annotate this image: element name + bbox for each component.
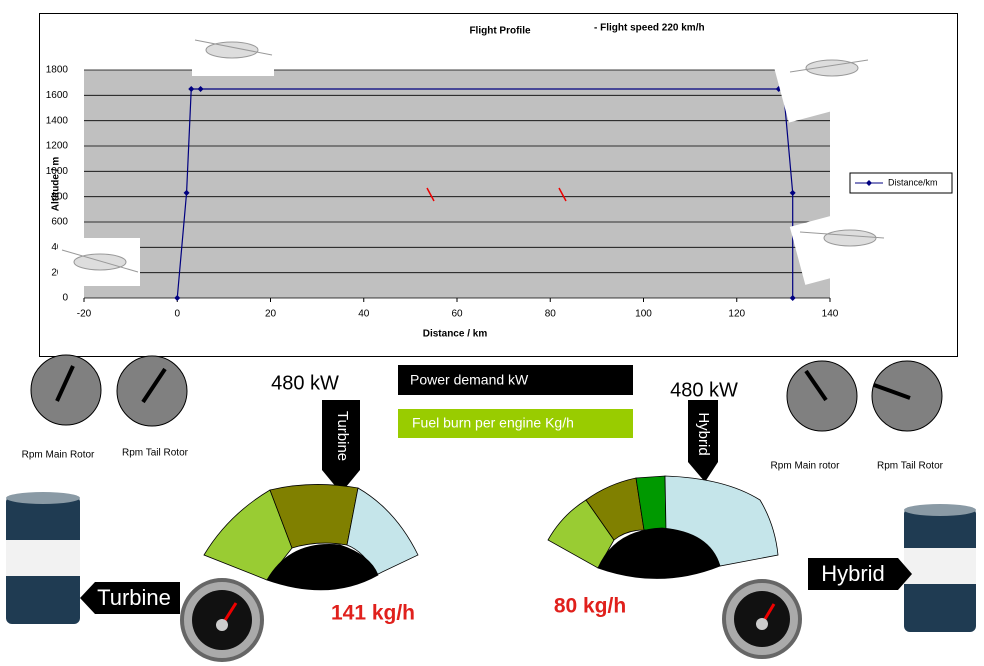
- x-tick-label: 100: [635, 309, 652, 320]
- x-tick-label: -20: [77, 309, 92, 320]
- x-tick-label: 120: [728, 309, 745, 320]
- y-tick-label: 800: [51, 191, 68, 202]
- pointer-label: Turbine: [334, 411, 351, 461]
- rpm-label: Rpm Main Rotor: [22, 450, 95, 461]
- data-point: [174, 295, 181, 301]
- fan-right: [547, 475, 779, 579]
- tank-tag: [80, 582, 180, 614]
- legend-box: [398, 409, 633, 438]
- y-tick-label: 1000: [46, 166, 69, 177]
- legend-frame: [849, 172, 953, 194]
- data-point: [188, 86, 195, 92]
- helicopter-icons: [58, 28, 895, 286]
- fuel-value: 141 kg/h: [331, 602, 415, 625]
- x-tick-label: 60: [451, 309, 463, 320]
- chart-subtitle: - Flight speed 220 km/h: [594, 23, 705, 34]
- x-tick-label: 140: [822, 309, 839, 320]
- x-tick-label: 0: [174, 309, 180, 320]
- legend-text: Fuel burn per engine Kg/h: [412, 415, 574, 431]
- rpm-label: Rpm Main rotor: [771, 461, 841, 472]
- y-axis-label: Altitude / m: [51, 157, 62, 212]
- y-tick-label: 1200: [46, 141, 69, 152]
- legend-marker: [866, 180, 872, 186]
- fuel-value: 80 kg/h: [554, 595, 626, 618]
- chart: 020040060080010001200140016001800-200204…: [46, 65, 953, 320]
- y-tick-label: 600: [51, 217, 68, 228]
- rpm-label: Rpm Tail Rotor: [122, 448, 189, 459]
- red-arrows: [426, 187, 567, 202]
- x-tick-label: 40: [358, 309, 370, 320]
- data-point: [789, 189, 796, 196]
- barrels: [6, 492, 976, 632]
- legend-box: [398, 365, 633, 395]
- rotor-gauges: [30, 354, 943, 432]
- tank-label: Hybrid: [821, 561, 885, 586]
- power-label: 480 kW: [670, 379, 738, 401]
- power-label: 480 kW: [271, 372, 339, 394]
- pointer-arrow: [688, 400, 718, 482]
- data-point: [183, 189, 190, 196]
- data-point: [197, 86, 204, 92]
- pointer-label: Hybrid: [695, 412, 712, 455]
- y-tick-label: 1600: [46, 90, 69, 101]
- tank-tag: [808, 558, 912, 590]
- chart-title: Flight Profile: [469, 26, 531, 37]
- fuel-gauges: [180, 578, 802, 662]
- x-axis-label: Distance / km: [423, 329, 488, 340]
- data-point: [789, 295, 796, 301]
- pointer-arrow: [322, 400, 360, 493]
- rpm-label: Rpm Tail Rotor: [877, 461, 944, 472]
- x-tick-label: 20: [265, 309, 277, 320]
- plot-area: [84, 70, 830, 298]
- legend-text: Power demand kW: [410, 372, 529, 388]
- legend-label: Distance/km: [888, 177, 938, 187]
- y-tick-label: 1400: [46, 115, 69, 126]
- x-tick-label: 80: [545, 309, 557, 320]
- series-line: [176, 88, 794, 299]
- fan-left: [203, 484, 419, 591]
- y-tick-label: 0: [62, 293, 68, 304]
- y-tick-label: 1800: [46, 65, 69, 76]
- tank-label: Turbine: [97, 585, 171, 610]
